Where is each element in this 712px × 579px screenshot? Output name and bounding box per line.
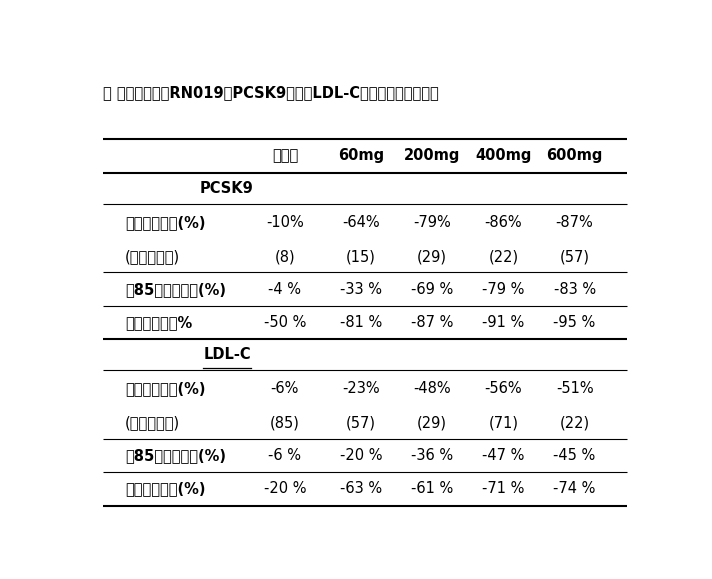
Text: -10%: -10% — [266, 215, 304, 230]
Text: PCSK9: PCSK9 — [200, 181, 253, 196]
Text: (71): (71) — [488, 415, 518, 430]
Text: 表 单次皮下给药RN019后PCSK9蛋白和LDL-C较基线变化的百分比: 表 单次皮下给药RN019后PCSK9蛋白和LDL-C较基线变化的百分比 — [103, 85, 439, 100]
Text: (22): (22) — [488, 249, 518, 264]
Text: -33 %: -33 % — [340, 282, 382, 296]
Text: -86%: -86% — [485, 215, 522, 230]
Text: 平均最大变化(%): 平均最大变化(%) — [125, 215, 205, 230]
Text: -56%: -56% — [485, 381, 522, 396]
Text: 平均最大变化(%): 平均最大变化(%) — [125, 381, 205, 396]
Text: 400mg: 400mg — [475, 148, 532, 163]
Text: (给药后天数): (给药后天数) — [125, 249, 180, 264]
Text: -71 %: -71 % — [482, 481, 525, 496]
Text: -95 %: -95 % — [553, 315, 596, 330]
Text: 个体最大变化%: 个体最大变化% — [125, 315, 192, 330]
Text: -48%: -48% — [414, 381, 451, 396]
Text: (57): (57) — [560, 249, 590, 264]
Text: -20 %: -20 % — [263, 481, 306, 496]
Text: LDL-C: LDL-C — [203, 347, 251, 362]
Text: -64%: -64% — [342, 215, 379, 230]
Text: -36 %: -36 % — [411, 448, 454, 463]
Text: -51%: -51% — [556, 381, 593, 396]
Text: -61 %: -61 % — [411, 481, 454, 496]
Text: -50 %: -50 % — [263, 315, 306, 330]
Text: -47 %: -47 % — [482, 448, 525, 463]
Text: -87 %: -87 % — [411, 315, 454, 330]
Text: (29): (29) — [417, 415, 447, 430]
Text: -69 %: -69 % — [411, 282, 454, 296]
Text: -45 %: -45 % — [553, 448, 596, 463]
Text: -4 %: -4 % — [268, 282, 301, 296]
Text: 60mg: 60mg — [338, 148, 384, 163]
Text: 第85天平均变化(%): 第85天平均变化(%) — [125, 282, 226, 296]
Text: (15): (15) — [346, 249, 376, 264]
Text: -6%: -6% — [271, 381, 299, 396]
Text: -79%: -79% — [414, 215, 451, 230]
Text: (22): (22) — [560, 415, 590, 430]
Text: (29): (29) — [417, 249, 447, 264]
Text: (57): (57) — [346, 415, 376, 430]
Text: -81 %: -81 % — [340, 315, 382, 330]
Text: -79 %: -79 % — [482, 282, 525, 296]
Text: -83 %: -83 % — [553, 282, 596, 296]
Text: 第85天平均变化(%): 第85天平均变化(%) — [125, 448, 226, 463]
Text: -6 %: -6 % — [268, 448, 301, 463]
Text: 600mg: 600mg — [546, 148, 603, 163]
Text: -23%: -23% — [342, 381, 379, 396]
Text: 安慰剂: 安慰剂 — [272, 148, 298, 163]
Text: -20 %: -20 % — [340, 448, 382, 463]
Text: 200mg: 200mg — [404, 148, 461, 163]
Text: 个体最大变化(%): 个体最大变化(%) — [125, 481, 205, 496]
Text: (给药后天数): (给药后天数) — [125, 415, 180, 430]
Text: -63 %: -63 % — [340, 481, 382, 496]
Text: -74 %: -74 % — [553, 481, 596, 496]
Text: -87%: -87% — [555, 215, 594, 230]
Text: (85): (85) — [270, 415, 300, 430]
Text: (8): (8) — [275, 249, 295, 264]
Text: -91 %: -91 % — [482, 315, 525, 330]
